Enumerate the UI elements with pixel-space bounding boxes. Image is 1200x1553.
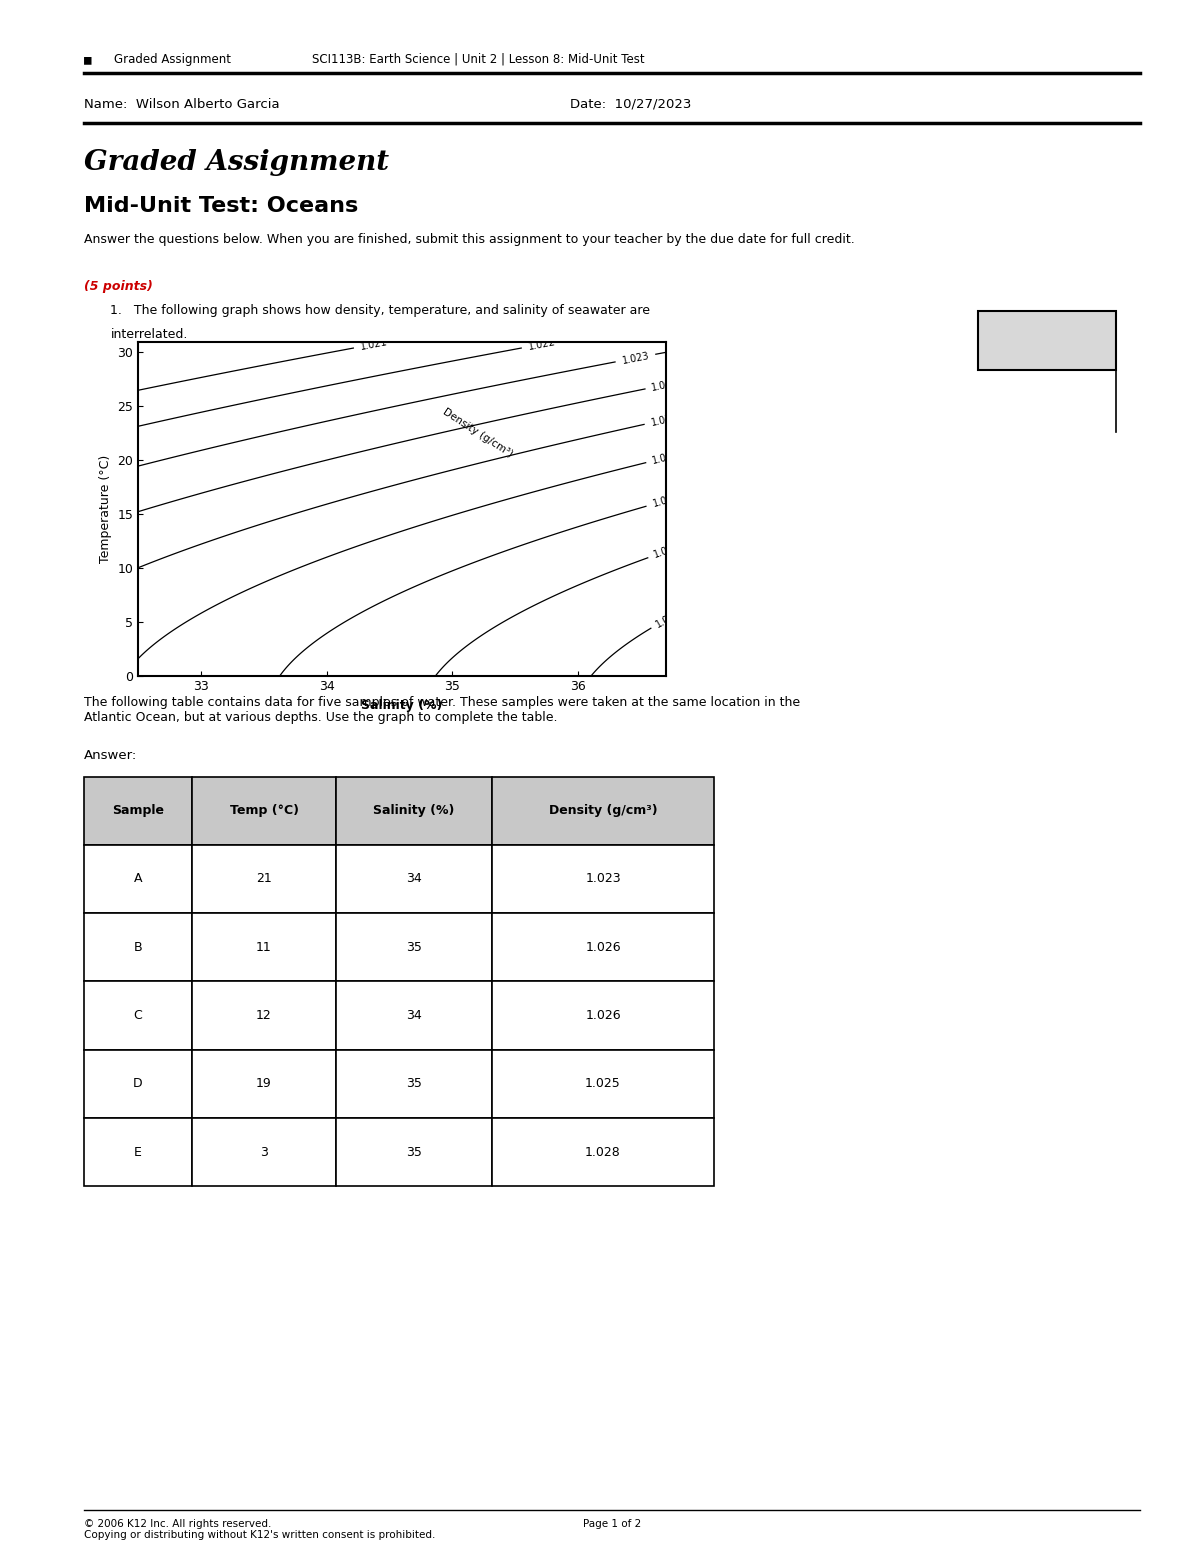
Text: Page 1 of 2: Page 1 of 2 <box>583 1519 641 1528</box>
Text: 1.029: 1.029 <box>654 607 683 629</box>
Text: 1.025: 1.025 <box>586 1078 620 1090</box>
Text: E: E <box>134 1146 142 1159</box>
Text: Density (g/cm³): Density (g/cm³) <box>440 407 514 460</box>
Y-axis label: Temperature (°C): Temperature (°C) <box>98 455 112 562</box>
Bar <box>192 845 336 913</box>
Text: 35: 35 <box>406 941 422 954</box>
Text: Mid-Unit Test: Oceans: Mid-Unit Test: Oceans <box>84 196 359 216</box>
Bar <box>492 1050 714 1118</box>
Bar <box>84 1050 192 1118</box>
Bar <box>84 845 192 913</box>
Bar <box>336 845 492 913</box>
Text: ■: ■ <box>84 53 91 65</box>
Text: 12: 12 <box>256 1009 272 1022</box>
Text: 34: 34 <box>406 1009 422 1022</box>
Text: interrelated.: interrelated. <box>110 328 187 340</box>
Text: The following table contains data for five samples of water. These samples were : The following table contains data for fi… <box>84 696 800 724</box>
Text: SCI113B: Earth Science | Unit 2 | Lesson 8: Mid-Unit Test: SCI113B: Earth Science | Unit 2 | Lesson… <box>312 53 644 65</box>
Text: © 2006 K12 Inc. All rights reserved.
Copying or distributing without K12's writt: © 2006 K12 Inc. All rights reserved. Cop… <box>84 1519 436 1541</box>
Text: B: B <box>133 941 143 954</box>
Bar <box>84 776 192 845</box>
Text: Answer the questions below. When you are finished, submit this assignment to you: Answer the questions below. When you are… <box>84 233 854 245</box>
Text: Graded Assignment: Graded Assignment <box>84 149 389 175</box>
Bar <box>978 311 1116 370</box>
Text: Temp (°C): Temp (°C) <box>229 804 299 817</box>
Text: 19: 19 <box>256 1078 272 1090</box>
X-axis label: Salinity (%): Salinity (%) <box>361 699 443 711</box>
Text: Date:  10/27/2023: Date: 10/27/2023 <box>570 98 691 110</box>
Text: 1.023: 1.023 <box>620 351 650 365</box>
Text: Sample: Sample <box>112 804 164 817</box>
Point <box>1109 422 1123 441</box>
Text: 34: 34 <box>406 873 422 885</box>
Text: 1.026: 1.026 <box>586 941 620 954</box>
Text: 1.025: 1.025 <box>649 412 679 429</box>
Text: 3: 3 <box>260 1146 268 1159</box>
Text: 35: 35 <box>406 1146 422 1159</box>
Bar <box>336 1050 492 1118</box>
Bar <box>192 913 336 981</box>
Text: Score: Score <box>1022 332 1072 348</box>
Text: 1.026: 1.026 <box>652 449 680 466</box>
Point <box>1109 301 1123 320</box>
Text: 1.028: 1.028 <box>586 1146 620 1159</box>
Text: 21: 21 <box>256 873 272 885</box>
Text: Density (g/cm³): Density (g/cm³) <box>548 804 658 817</box>
Text: D: D <box>133 1078 143 1090</box>
Text: 1.021: 1.021 <box>359 337 389 353</box>
Bar <box>492 845 714 913</box>
Text: A: A <box>133 873 143 885</box>
Text: Salinity (%): Salinity (%) <box>373 804 455 817</box>
Text: Answer:: Answer: <box>84 749 137 761</box>
Text: 1.   The following graph shows how density, temperature, and salinity of seawate: 1. The following graph shows how density… <box>110 304 650 317</box>
Text: 1.023: 1.023 <box>586 873 620 885</box>
Text: Name:  Wilson Alberto Garcia: Name: Wilson Alberto Garcia <box>84 98 280 110</box>
Bar <box>336 776 492 845</box>
Text: (5 points): (5 points) <box>84 280 152 292</box>
Bar <box>336 913 492 981</box>
Text: 1.027: 1.027 <box>652 492 680 509</box>
Bar <box>492 1118 714 1186</box>
Text: 1.028: 1.028 <box>653 542 682 561</box>
Text: 1.024: 1.024 <box>650 377 680 393</box>
Text: 11: 11 <box>256 941 272 954</box>
Text: 1.022: 1.022 <box>527 337 557 353</box>
Text: 35: 35 <box>406 1078 422 1090</box>
Bar <box>192 981 336 1050</box>
Bar <box>192 1118 336 1186</box>
Bar <box>84 913 192 981</box>
Bar <box>336 981 492 1050</box>
Bar <box>492 913 714 981</box>
Bar <box>192 776 336 845</box>
Bar <box>84 981 192 1050</box>
Bar <box>336 1118 492 1186</box>
Bar <box>192 1050 336 1118</box>
Text: 1.026: 1.026 <box>586 1009 620 1022</box>
Text: Graded Assignment: Graded Assignment <box>114 53 230 65</box>
Bar <box>84 1118 192 1186</box>
Bar <box>492 776 714 845</box>
Bar <box>492 981 714 1050</box>
Text: C: C <box>133 1009 143 1022</box>
